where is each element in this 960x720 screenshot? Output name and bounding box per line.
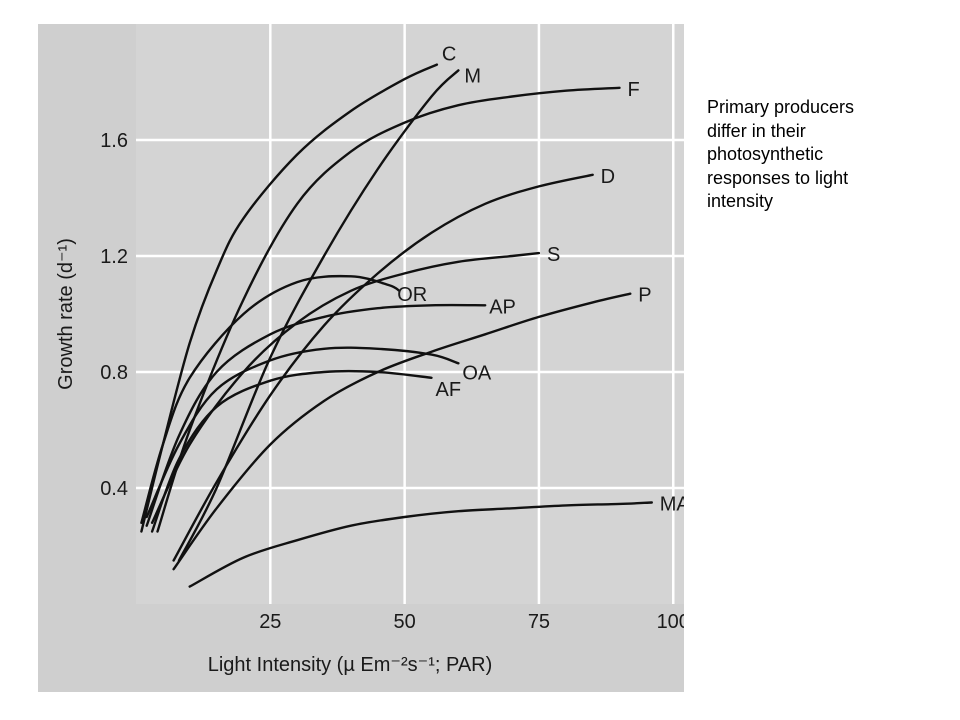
series-line-ap [145, 303, 487, 527]
series-label-c: C [442, 44, 456, 66]
y-tick-label: 0.4 [100, 478, 128, 500]
series-label-or: OR [397, 284, 427, 306]
series-line-or [140, 274, 401, 524]
series-label-m: M [464, 65, 481, 87]
series-line-f [156, 86, 621, 533]
x-tick-labels: 25 50 75 100 [259, 611, 684, 633]
series-label-s: S [547, 244, 560, 266]
x-tick-label: 50 [394, 611, 416, 633]
series-label-d: D [601, 166, 615, 188]
grid-layer [136, 24, 684, 604]
series-label-f: F [628, 79, 640, 101]
series-label-ap: AP [489, 296, 516, 318]
x-tick-label: 25 [259, 611, 281, 633]
y-tick-label: 0.8 [100, 362, 128, 384]
x-axis-title: Light Intensity (µ Em⁻²s⁻¹; PAR) [208, 654, 493, 676]
y-tick-label: 1.6 [100, 130, 128, 152]
x-tick-label: 75 [528, 611, 550, 633]
curve-layer [140, 63, 653, 588]
y-axis-title: Growth rate (d⁻¹) [55, 238, 77, 390]
caption-text: Primary producers differ in their photos… [707, 97, 855, 211]
series-label-oa: OA [462, 362, 492, 384]
series-label-p: P [638, 285, 651, 307]
y-tick-labels: 0.4 0.8 1.2 1.6 [100, 130, 128, 500]
series-label-ma: MA [660, 494, 684, 516]
series-line-s [150, 251, 541, 524]
series-line-ma [188, 501, 653, 588]
x-tick-label: 100 [657, 611, 684, 633]
series-line-m [177, 69, 460, 562]
y-tick-label: 1.2 [100, 246, 128, 268]
series-line-p [172, 292, 632, 571]
series-label-af: AF [435, 379, 461, 401]
